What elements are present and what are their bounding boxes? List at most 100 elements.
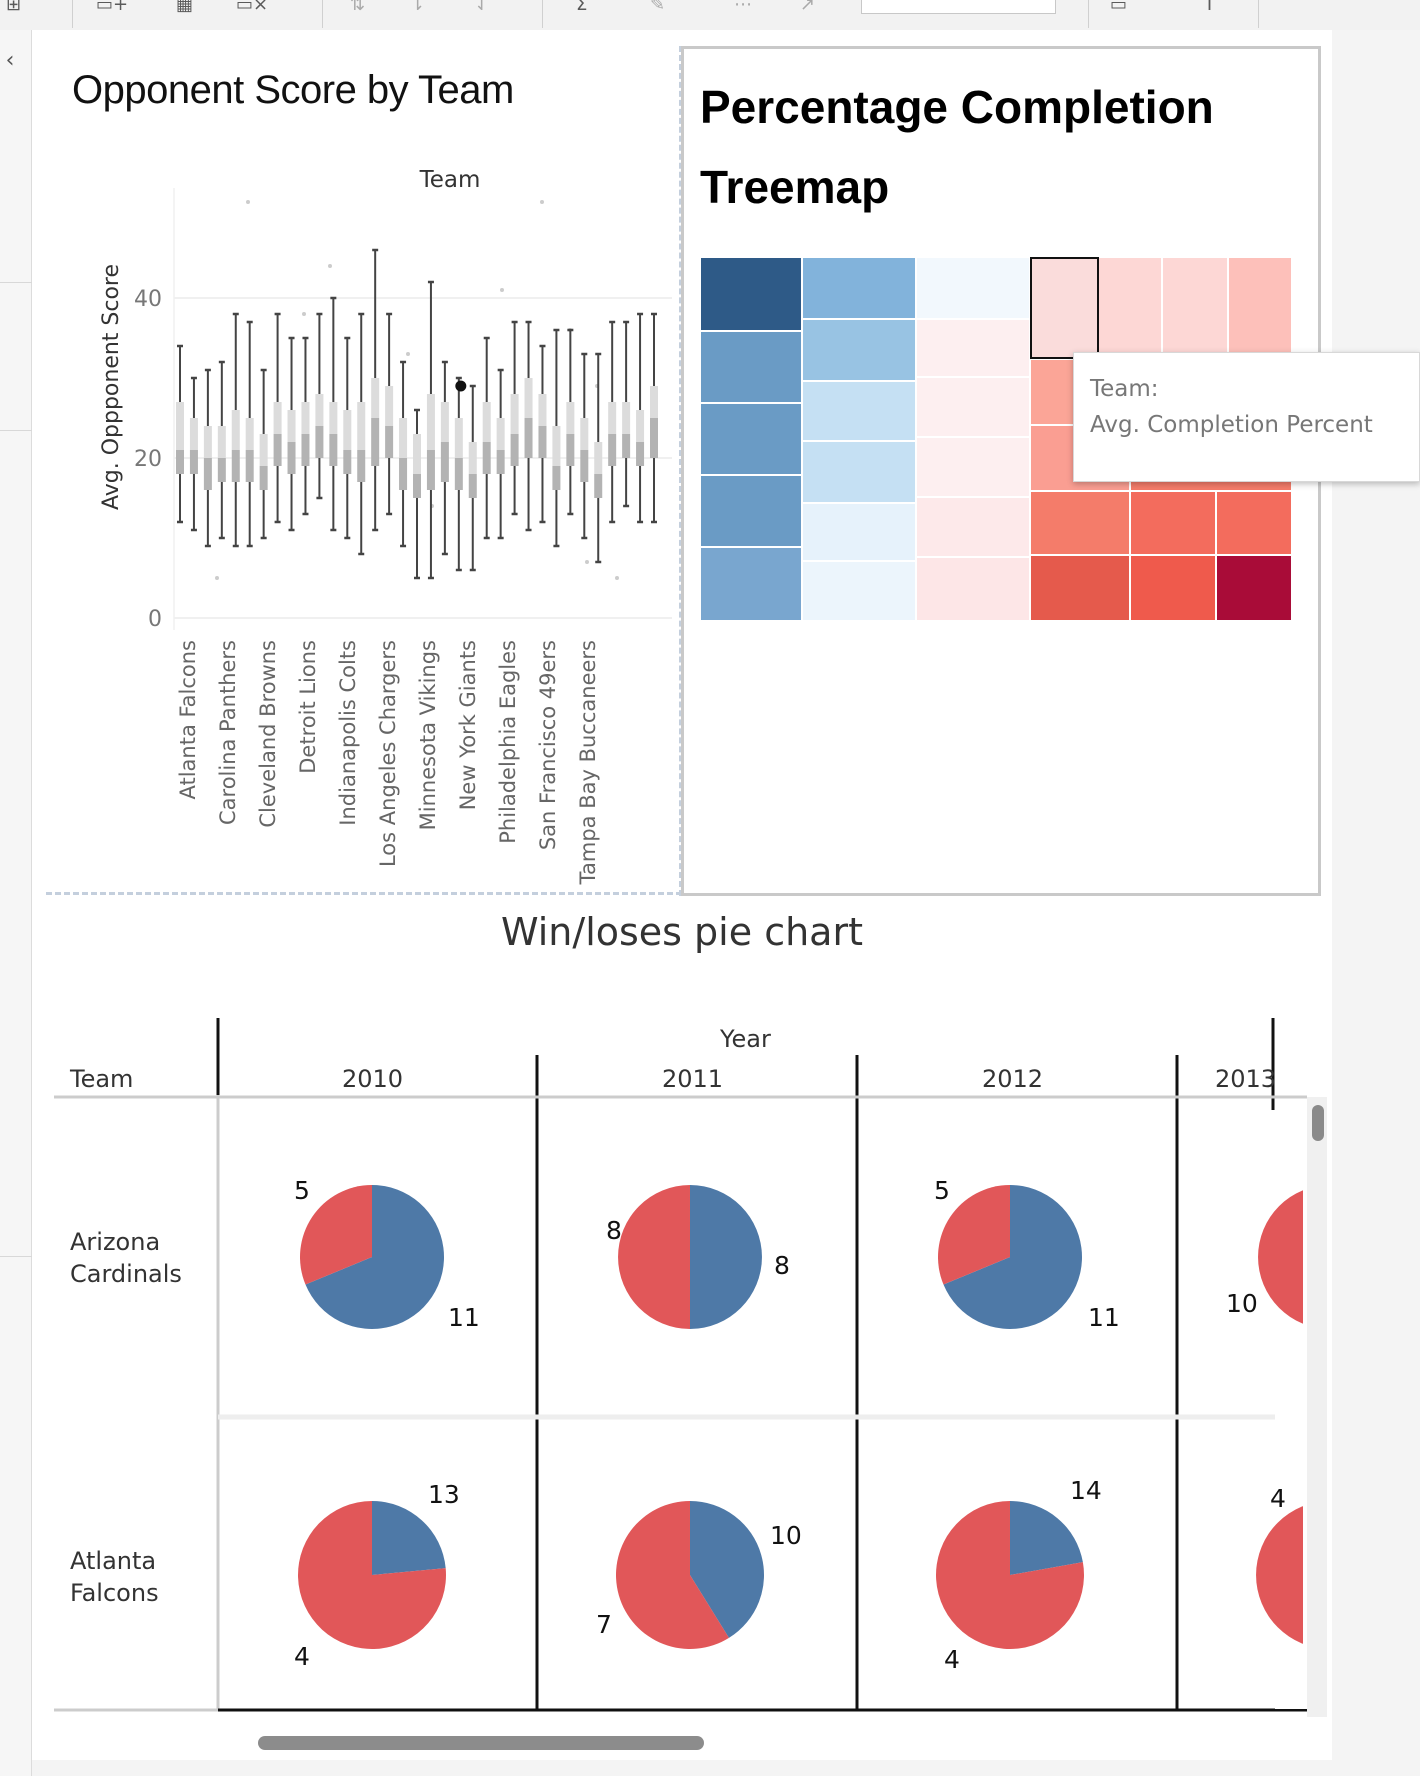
totals-icon[interactable]: Σ (576, 0, 588, 15)
treemap-cell[interactable] (1215, 490, 1293, 556)
box-mark[interactable] (580, 352, 589, 540)
treemap-cell[interactable] (1029, 257, 1099, 360)
pie-slice-wins[interactable] (372, 1501, 446, 1575)
outlier-point[interactable] (406, 352, 410, 356)
vertical-scrollbar-thumb[interactable] (1312, 1105, 1324, 1141)
treemap-cell[interactable] (1029, 554, 1131, 621)
outlier-point[interactable] (302, 312, 306, 316)
selected-treemap-cell[interactable] (1030, 257, 1099, 359)
pie-slice-losses[interactable] (298, 1501, 446, 1649)
pie-slice-losses[interactable] (300, 1185, 372, 1285)
pie-mark[interactable] (616, 1501, 764, 1649)
box-mark[interactable] (650, 312, 658, 524)
pie-slice-wins[interactable] (943, 1185, 1082, 1329)
treemap-cell[interactable] (1227, 257, 1293, 360)
box-mark[interactable] (552, 328, 561, 548)
pie-mark[interactable] (298, 1501, 446, 1649)
box-mark[interactable] (594, 352, 603, 564)
pie-mark[interactable] (936, 1501, 1084, 1650)
box-mark[interactable] (273, 312, 282, 524)
sort-descending-icon[interactable]: ⇃ (474, 0, 490, 15)
fit-icon[interactable]: ▭ (1110, 0, 1128, 15)
outlier-point[interactable] (615, 576, 619, 580)
pie-slice-losses[interactable] (618, 1185, 690, 1329)
box-mark[interactable] (482, 336, 491, 540)
treemap-cell[interactable] (915, 496, 1031, 558)
toolbar-field[interactable] (861, 0, 1056, 14)
box-mark[interactable] (636, 312, 645, 524)
treemap-cell[interactable] (700, 330, 803, 404)
treemap-cell[interactable] (915, 318, 1031, 378)
box-mark[interactable] (538, 344, 547, 524)
boxplot-chart[interactable]: Team 0 20 40 Avg. Oppponent Score Atlanta … (62, 140, 682, 910)
treemap-cell[interactable] (801, 560, 917, 621)
box-mark[interactable] (217, 360, 226, 540)
add-worksheet-icon[interactable]: ▭+ (96, 0, 129, 15)
new-dashboard-icon[interactable]: ▦ (176, 0, 194, 15)
swap-icon[interactable]: ⇅ (350, 0, 366, 15)
box-mark[interactable] (440, 360, 449, 556)
pie-grid-chart[interactable]: 5 11 8 8 5 11 10 13 4 10 7 14 4 4 (32, 985, 1332, 1745)
treemap-cell[interactable] (801, 502, 917, 562)
box-mark[interactable] (329, 296, 338, 532)
highlight-icon[interactable]: ✎ (650, 0, 666, 15)
treemap-cell[interactable] (1161, 257, 1229, 360)
box-mark[interactable] (454, 376, 463, 572)
pie-mark[interactable] (938, 1185, 1082, 1329)
pie-grid[interactable]: 5 11 8 8 5 11 10 13 4 10 7 14 4 4 Year Team 2010 2011… (32, 985, 1332, 1745)
selected-mark[interactable] (455, 380, 467, 392)
pie-slice-losses[interactable] (938, 1185, 1010, 1285)
box-mark[interactable] (426, 280, 435, 580)
treemap-cell[interactable] (915, 376, 1031, 438)
box-mark[interactable] (357, 312, 366, 556)
pie-slice-wins[interactable] (690, 1501, 764, 1638)
clear-worksheet-icon[interactable]: ▭× (236, 0, 269, 15)
treemap-cell[interactable] (801, 318, 917, 382)
box-mark[interactable] (231, 312, 240, 548)
treemap-cell[interactable] (915, 436, 1031, 498)
treemap-cell[interactable] (700, 546, 803, 621)
label-icon[interactable]: T (1204, 0, 1215, 15)
pie-mark[interactable] (618, 1185, 762, 1329)
treemap-cell[interactable] (700, 402, 803, 476)
pie-slice-wins[interactable] (1010, 1501, 1083, 1575)
box-mark[interactable] (176, 344, 184, 524)
treemap-cell[interactable] (1129, 554, 1217, 621)
box-mark[interactable] (259, 368, 268, 540)
box-mark[interactable] (343, 336, 352, 540)
outlier-point[interactable] (540, 200, 544, 204)
treemap-cell[interactable] (915, 556, 1031, 621)
box-mark[interactable] (203, 368, 212, 548)
box-mark[interactable] (468, 384, 477, 572)
box-mark[interactable] (315, 312, 324, 500)
treemap-cell[interactable] (1097, 257, 1163, 360)
box-mark[interactable] (496, 368, 505, 540)
box-mark[interactable] (413, 408, 421, 580)
box-mark[interactable] (524, 320, 533, 532)
pie-slice-losses[interactable] (616, 1501, 729, 1649)
vertical-scrollbar-track[interactable] (1307, 1097, 1327, 1717)
group-icon[interactable]: ⋯ (734, 0, 752, 15)
treemap-cell[interactable] (700, 257, 803, 332)
outlier-point[interactable] (328, 264, 332, 268)
treemap-cell[interactable] (915, 257, 1031, 320)
box-mark[interactable] (189, 376, 198, 532)
box-mark[interactable] (301, 336, 310, 516)
outlier-point[interactable] (215, 576, 219, 580)
treemap-cell[interactable] (801, 440, 917, 504)
box-mark[interactable] (510, 320, 519, 516)
horizontal-scrollbar-thumb[interactable] (258, 1736, 704, 1750)
box-mark[interactable] (622, 320, 631, 508)
sort-ascending-icon[interactable]: ⇂ (410, 0, 426, 15)
outlier-point[interactable] (500, 288, 504, 292)
treemap-cell[interactable] (801, 380, 917, 442)
add-worksheet-icon[interactable]: ⊞ (6, 0, 22, 15)
pie-slice-wins[interactable] (305, 1185, 445, 1329)
treemap-cell[interactable] (1129, 490, 1217, 556)
pie-mark[interactable] (300, 1185, 445, 1329)
pie-slice-losses[interactable] (936, 1501, 1084, 1650)
outlier-point[interactable] (246, 200, 250, 204)
outlier-point[interactable] (585, 560, 589, 564)
box-mark[interactable] (566, 328, 575, 516)
box-mark[interactable] (371, 248, 380, 532)
